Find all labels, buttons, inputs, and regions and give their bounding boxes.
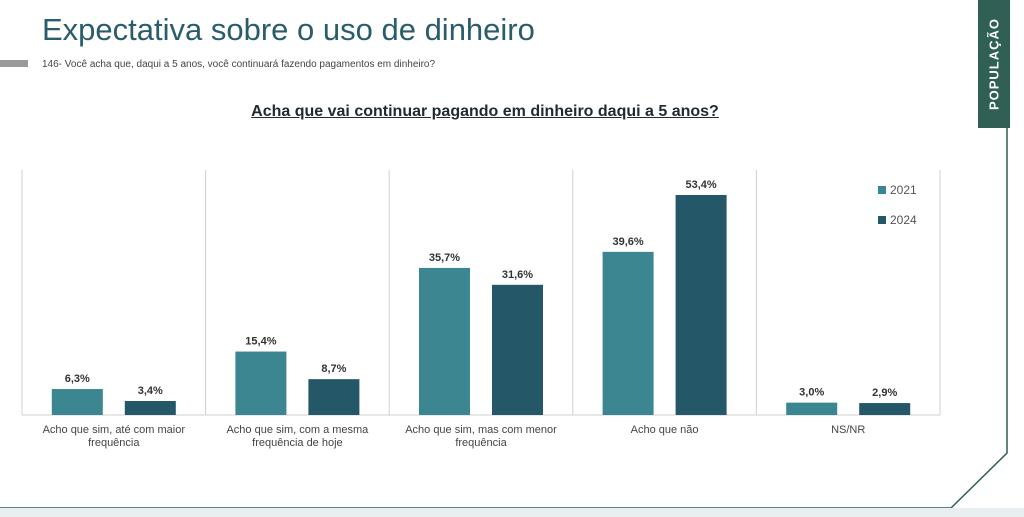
bar-2021-2 — [419, 267, 470, 415]
legend-label: 2024 — [890, 213, 917, 227]
accent-bar — [0, 60, 28, 67]
data-label: 8,7% — [321, 363, 346, 375]
category-label: frequência — [455, 437, 507, 449]
data-label: 53,4% — [685, 179, 716, 191]
legend-label: 2021 — [890, 183, 917, 197]
bar-2021-1 — [235, 351, 287, 415]
question-text: 146- Você acha que, daqui a 5 anos, você… — [42, 59, 436, 70]
bottom-strip — [0, 508, 1024, 517]
bar-2021-4 — [786, 402, 838, 415]
data-label: 3,4% — [138, 385, 163, 397]
legend-swatch-2024 — [878, 216, 886, 224]
data-label: 35,7% — [429, 252, 460, 264]
legend-swatch-2021 — [878, 186, 886, 194]
bar-2024-2 — [492, 284, 543, 415]
category-label: NS/NR — [831, 424, 865, 436]
page-title: Expectativa sobre o uso de dinheiro — [42, 12, 535, 47]
bar-2021-3 — [602, 251, 654, 415]
category-label: Acho que sim, mas com menor — [405, 424, 557, 436]
category-label: frequência — [88, 437, 140, 449]
data-label: 2,9% — [872, 387, 897, 399]
bar-2024-4 — [859, 403, 911, 415]
bar-2024-3 — [675, 195, 727, 415]
bar-2024-1 — [308, 379, 360, 415]
data-label: 6,3% — [65, 373, 90, 385]
category-label: frequência de hoje — [252, 437, 343, 449]
side-tab: POPULAÇÃO — [978, 0, 1010, 128]
category-label: Acho que não — [631, 424, 699, 436]
data-label: 15,4% — [245, 336, 276, 348]
category-label: Acho que sim, até com maior — [43, 424, 186, 436]
data-label: 39,6% — [612, 236, 643, 248]
chart-title: Acha que vai continuar pagando em dinhei… — [251, 103, 719, 120]
bar-2024-0 — [124, 400, 176, 415]
data-label: 3,0% — [799, 387, 824, 399]
category-label: Acho que sim, com a mesma — [226, 424, 369, 436]
data-label: 31,6% — [502, 269, 533, 281]
bar-2021-0 — [51, 389, 103, 415]
